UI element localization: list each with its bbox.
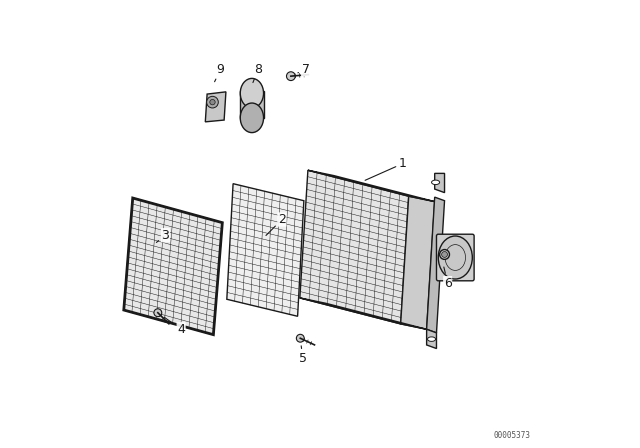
Text: 1: 1	[365, 157, 407, 180]
FancyBboxPatch shape	[240, 91, 264, 118]
Circle shape	[154, 309, 162, 317]
Polygon shape	[124, 198, 222, 335]
Ellipse shape	[431, 180, 440, 185]
Polygon shape	[300, 298, 427, 329]
Ellipse shape	[240, 103, 264, 133]
Circle shape	[287, 72, 295, 81]
Ellipse shape	[438, 236, 472, 279]
Text: 8: 8	[253, 63, 262, 82]
Circle shape	[210, 99, 215, 105]
Text: 00005373: 00005373	[493, 431, 531, 440]
Ellipse shape	[442, 252, 447, 257]
Polygon shape	[427, 329, 436, 349]
Text: 2: 2	[266, 213, 286, 236]
Polygon shape	[205, 92, 226, 122]
Polygon shape	[401, 196, 435, 329]
Ellipse shape	[440, 250, 449, 259]
Polygon shape	[227, 184, 304, 316]
Ellipse shape	[428, 337, 436, 341]
Circle shape	[207, 96, 218, 108]
Text: 3: 3	[156, 228, 170, 242]
Text: 6: 6	[444, 267, 452, 290]
Polygon shape	[300, 170, 409, 324]
FancyBboxPatch shape	[436, 234, 474, 281]
Polygon shape	[435, 173, 445, 193]
Polygon shape	[427, 197, 445, 333]
Text: 9: 9	[214, 63, 225, 82]
Ellipse shape	[240, 78, 264, 108]
Text: 7: 7	[298, 63, 310, 76]
Circle shape	[296, 334, 304, 342]
Polygon shape	[308, 170, 435, 202]
Text: 4: 4	[164, 318, 185, 336]
Text: 5: 5	[299, 346, 307, 365]
